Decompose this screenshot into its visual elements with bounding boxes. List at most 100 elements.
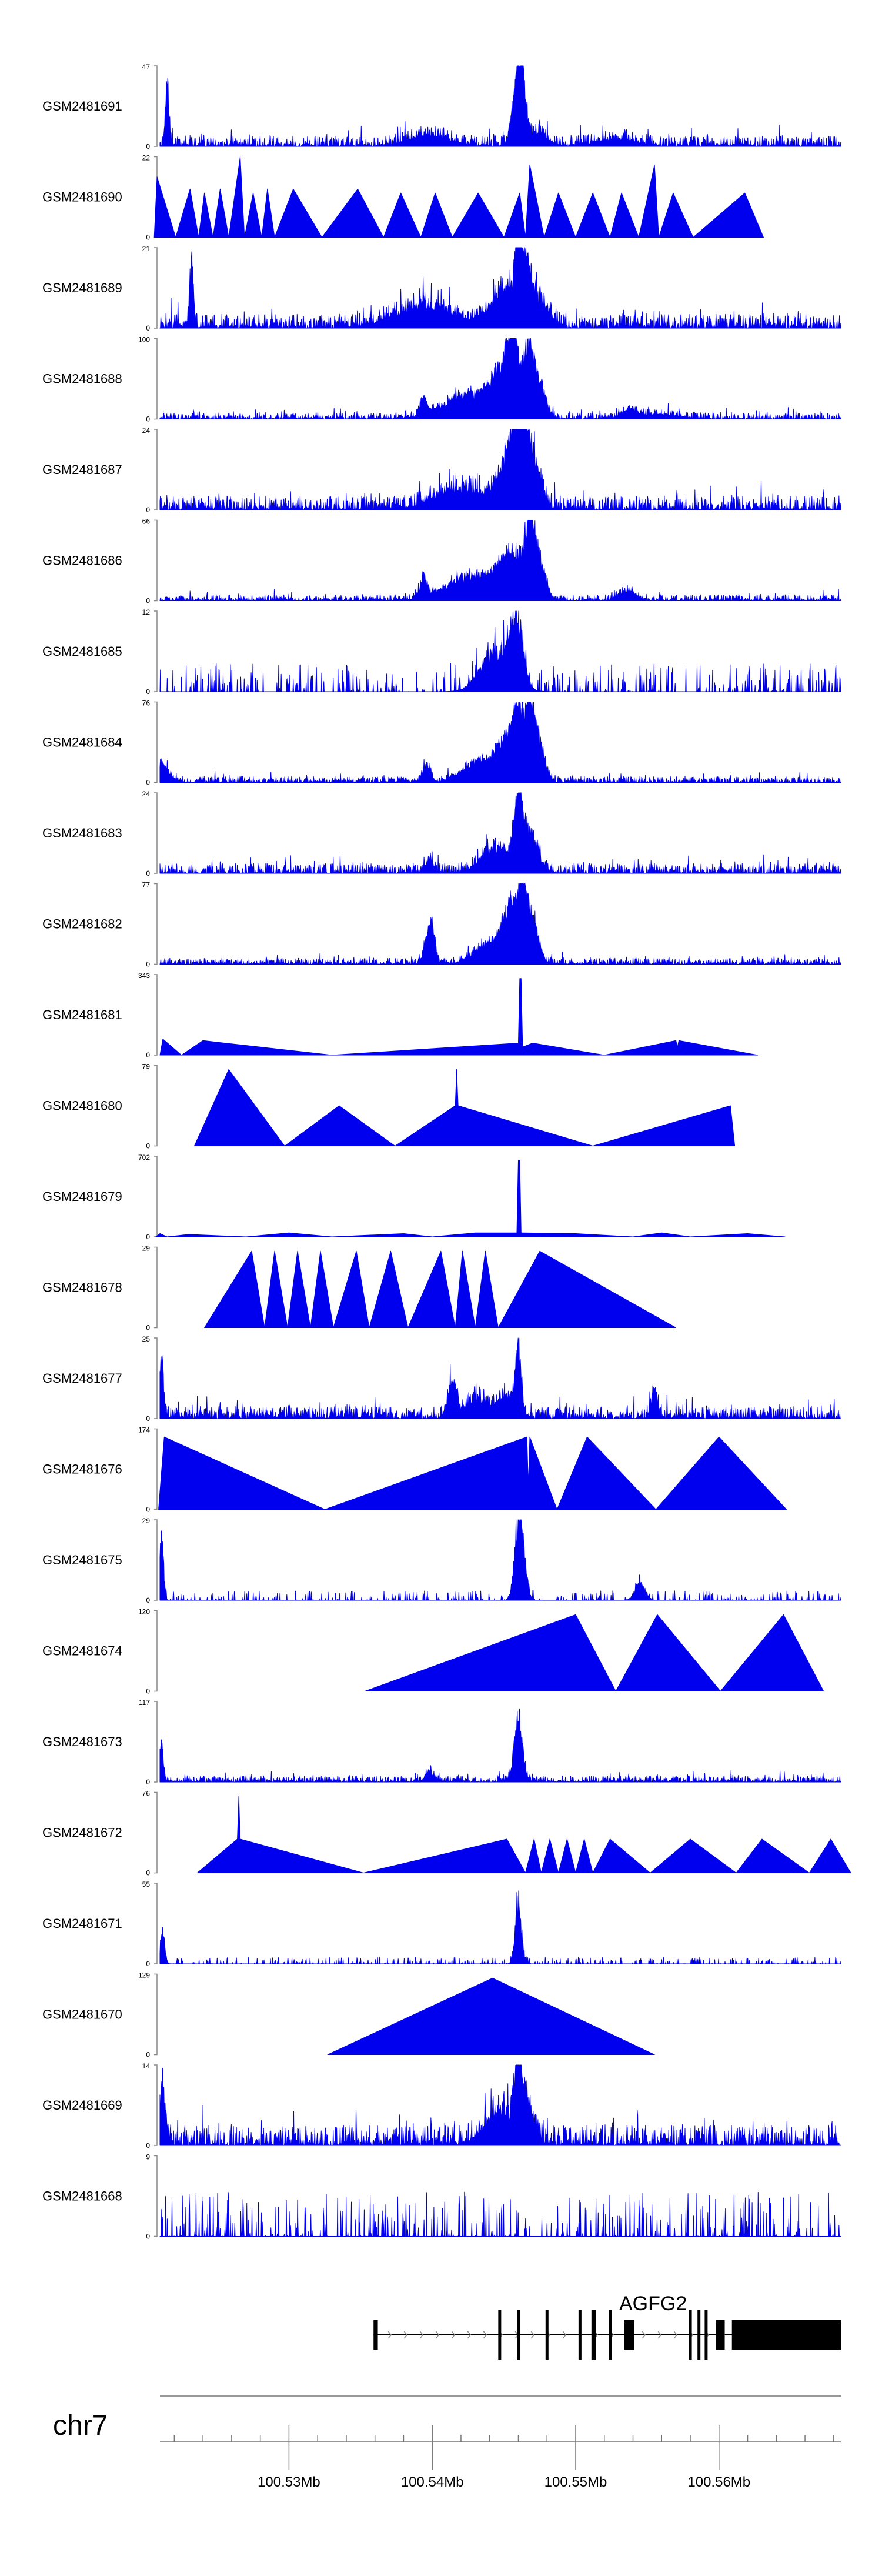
coverage-area (159, 702, 841, 783)
track-label: GSM2481687 (42, 462, 122, 477)
y-max-label: 120 (138, 1608, 150, 1616)
coverage-area (159, 792, 841, 874)
coverage-area (159, 65, 841, 147)
exon (697, 2310, 701, 2360)
track-GSM2481683: GSM2481683 24 0 (42, 790, 841, 877)
genome-axis-track: chr7 100.53Mb 100.54Mb 100.55Mb 100.56Mb (53, 2395, 841, 2490)
y-min-label: 0 (146, 2233, 150, 2241)
strand-arrow (562, 2331, 567, 2339)
y-min-label: 0 (146, 1051, 150, 1059)
track-GSM2481680: GSM2481680 79 0 (42, 1063, 736, 1150)
coverage-area (159, 520, 841, 601)
y-max-label: 21 (142, 245, 151, 253)
strand-arrow (642, 2331, 646, 2339)
strand-arrow (657, 2331, 662, 2339)
gene-model-track: AGFG2 (373, 2293, 841, 2360)
track-label: GSM2481681 (42, 1007, 122, 1022)
track-label: GSM2481670 (42, 2007, 122, 2022)
y-min-label: 0 (146, 1960, 150, 1968)
y-max-label: 47 (142, 63, 151, 71)
track-GSM2481672: GSM2481672 76 0 (42, 1790, 851, 1877)
y-min-label: 0 (146, 142, 150, 151)
y-max-label: 29 (142, 1517, 151, 1525)
y-max-label: 702 (138, 1153, 150, 1162)
coverage-area (327, 1977, 655, 2055)
y-min-label: 0 (146, 2051, 150, 2059)
track-label: GSM2481673 (42, 1734, 122, 1749)
coverage-area (204, 1250, 677, 1328)
coverage-area (159, 883, 841, 965)
y-axis (154, 1246, 158, 1329)
coverage-area (159, 2191, 841, 2237)
strand-arrow (530, 2331, 535, 2339)
y-min-label: 0 (146, 1324, 150, 1332)
track-GSM2481679: GSM2481679 702 0 (42, 1153, 786, 1241)
strand-arrow (419, 2331, 424, 2339)
y-axis (154, 1156, 158, 1237)
coverage-area (159, 1337, 841, 1419)
track-label: GSM2481676 (42, 1462, 122, 1477)
y-min-label: 0 (146, 779, 150, 787)
track-label: GSM2481689 (42, 281, 122, 295)
exon (716, 2320, 725, 2350)
strand-arrow (483, 2331, 487, 2339)
y-axis (154, 1337, 158, 1419)
axis-tick-label: 100.55Mb (544, 2474, 607, 2490)
coverage-area (159, 1890, 841, 1964)
track-label: GSM2481677 (42, 1371, 122, 1386)
y-axis (154, 429, 158, 510)
track-label: GSM2481682 (42, 917, 122, 932)
track-GSM2481686: GSM2481686 66 0 (42, 518, 841, 605)
y-max-label: 129 (138, 1971, 150, 1980)
strand-arrow (467, 2331, 472, 2339)
track-label: GSM2481691 (42, 99, 122, 114)
y-min-label: 0 (146, 960, 150, 969)
track-GSM2481671: GSM2481671 55 0 (42, 1880, 841, 1968)
y-min-label: 0 (146, 1142, 150, 1150)
y-axis (154, 1519, 158, 1601)
track-label: GSM2481690 (42, 190, 122, 205)
y-min-label: 0 (146, 1869, 150, 1877)
y-axis (154, 247, 158, 329)
y-axis (154, 974, 158, 1056)
y-min-label: 0 (146, 869, 150, 877)
track-GSM2481690: GSM2481690 22 0 (42, 154, 764, 242)
y-axis (154, 2155, 158, 2237)
exon (498, 2310, 502, 2360)
y-min-label: 0 (146, 415, 150, 423)
y-axis (154, 792, 158, 874)
track-GSM2481674: GSM2481674 120 0 (42, 1608, 824, 1696)
track-label: GSM2481674 (42, 1644, 122, 1659)
exon (689, 2310, 692, 2360)
y-axis (154, 701, 158, 783)
coverage-area (159, 338, 841, 419)
y-max-label: 76 (142, 699, 151, 708)
y-min-label: 0 (146, 1596, 150, 1604)
y-axis (154, 1973, 158, 2056)
y-max-label: 77 (142, 881, 151, 889)
y-max-label: 14 (142, 2062, 151, 2070)
y-max-label: 25 (142, 1335, 151, 1343)
track-GSM2481670: GSM2481670 129 0 (42, 1971, 655, 2059)
y-min-label: 0 (146, 233, 150, 242)
y-max-label: 76 (142, 1790, 151, 1798)
track-GSM2481677: GSM2481677 25 0 (42, 1335, 841, 1423)
y-min-label: 0 (146, 506, 150, 514)
track-label: GSM2481684 (42, 735, 122, 750)
y-axis (154, 65, 158, 147)
y-axis (154, 1701, 158, 1783)
y-max-label: 66 (142, 518, 151, 526)
axis-tick-label: 100.54Mb (401, 2474, 464, 2490)
exon (373, 2320, 378, 2350)
track-GSM2481668: GSM2481668 9 0 (42, 2153, 841, 2241)
y-min-label: 0 (146, 1687, 150, 1696)
track-GSM2481669: GSM2481669 14 0 (42, 2062, 841, 2150)
y-min-label: 0 (146, 324, 150, 332)
exon (624, 2320, 634, 2350)
track-GSM2481676: GSM2481676 174 0 (42, 1426, 787, 1514)
y-min-label: 0 (146, 597, 150, 605)
coverage-area (159, 247, 841, 329)
coverage-area (159, 1708, 841, 1783)
coverage-area (365, 1614, 824, 1691)
